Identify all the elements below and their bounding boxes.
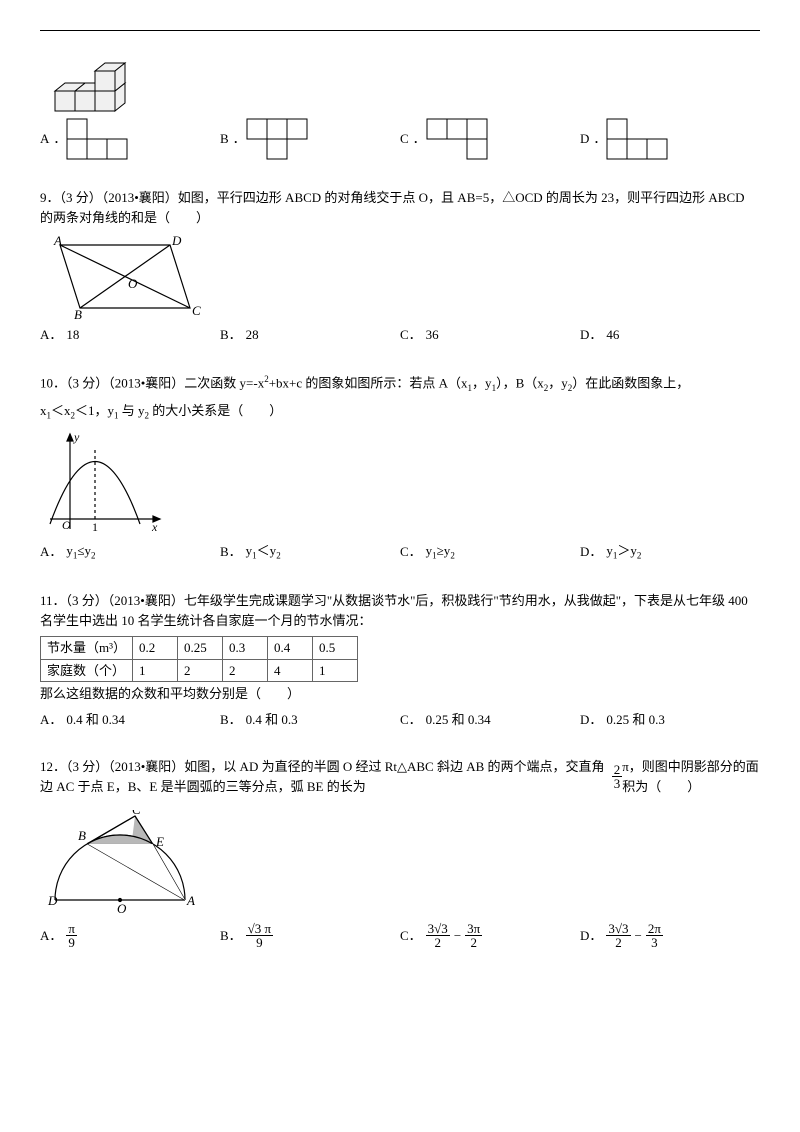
q12-text: 12．（3 分）（2013•襄阳）如图，以 AD 为直径的半圆 O 经过 Rt△… — [40, 757, 760, 796]
q10-opt-b: B．y1＜y2 — [220, 541, 400, 563]
q11-opt-c: C．0.25 和 0.34 — [400, 710, 580, 730]
q9-text: 9．（3 分）（2013•襄阳）如图，平行四边形 ABCD 的对角线交于点 O，… — [40, 188, 760, 227]
question-8: A． B． C． — [40, 51, 760, 160]
svg-text:C: C — [192, 303, 201, 318]
q12-opt-d: D． 3√32 − 2π3 — [580, 922, 760, 949]
svg-text:y: y — [73, 430, 80, 444]
q9-opt-c: C．36 — [400, 325, 580, 345]
label-a: A — [40, 129, 49, 149]
q8-solid-figure — [40, 51, 760, 116]
q9-opt-a: A．18 — [40, 325, 220, 345]
q11-table: 节水量（m³） 0.2 0.25 0.3 0.4 0.5 家庭数（个） 1 2 … — [40, 636, 358, 682]
svg-text:O: O — [117, 901, 127, 916]
q10-text2: x1＜x2＜1，y1 与 y2 的大小关系是（ ） — [40, 401, 760, 423]
q12-figure: D A B E C O — [40, 810, 760, 920]
svg-text:C: C — [132, 810, 141, 817]
q8-opt-a-figure — [66, 118, 128, 160]
q8-opt-d: D． — [580, 118, 760, 160]
q9-options: A．18 B．28 C．36 D．46 — [40, 325, 760, 345]
q11-opt-d: D．0.25 和 0.3 — [580, 710, 760, 730]
q9-figure: A D B C O — [40, 233, 760, 323]
q10-opt-a: A．y1≤y2 — [40, 541, 220, 563]
svg-text:B: B — [78, 828, 86, 843]
q9-opt-d-text: 46 — [606, 325, 619, 345]
q10-opt-d: D．y1＞y2 — [580, 541, 760, 563]
q9-opt-b-text: 28 — [246, 325, 259, 345]
table-row: 家庭数（个） 1 2 2 4 1 — [41, 659, 358, 682]
label-c: C — [400, 129, 409, 149]
svg-text:D: D — [171, 233, 182, 248]
q8-opt-c: C． — [400, 118, 580, 160]
q9-opt-b: B．28 — [220, 325, 400, 345]
svg-text:x: x — [151, 520, 158, 534]
svg-text:O: O — [128, 276, 138, 291]
q10-figure: O 1 x y — [40, 429, 760, 539]
q8-opt-a: A． — [40, 118, 220, 160]
q8-opt-c-figure — [426, 118, 488, 160]
label-d: D — [580, 129, 589, 149]
table-header-row: 节水量（m³） 0.2 0.25 0.3 0.4 0.5 — [41, 637, 358, 660]
q9-opt-c-text: 36 — [426, 325, 439, 345]
question-12: 12．（3 分）（2013•襄阳）如图，以 AD 为直径的半圆 O 经过 Rt△… — [40, 757, 760, 949]
label-b: B — [220, 129, 229, 149]
q8-opt-b-figure — [246, 118, 308, 160]
q11-options: A．0.4 和 0.34 B．0.4 和 0.3 C．0.25 和 0.34 D… — [40, 710, 760, 730]
q12-options: A． π9 B． √3 π9 C． 3√32 − 3π2 D． 3√32 − 2… — [40, 922, 760, 949]
q11-text1: 11．（3 分）（2013•襄阳）七年级学生完成课题学习"从数据谈节水"后，积极… — [40, 591, 760, 630]
svg-text:A: A — [186, 893, 195, 908]
q11-text2: 那么这组数据的众数和平均数分别是（ ） — [40, 684, 760, 704]
q9-opt-a-text: 18 — [66, 325, 79, 345]
q8-options: A． B． C． — [40, 118, 760, 160]
question-11: 11．（3 分）（2013•襄阳）七年级学生完成课题学习"从数据谈节水"后，积极… — [40, 591, 760, 729]
q12-opt-a: A． π9 — [40, 922, 220, 949]
svg-text:1: 1 — [92, 520, 98, 534]
svg-text:O: O — [62, 518, 71, 532]
question-9: 9．（3 分）（2013•襄阳）如图，平行四边形 ABCD 的对角线交于点 O，… — [40, 188, 760, 345]
svg-text:D: D — [47, 893, 58, 908]
q12-opt-b: B． √3 π9 — [220, 922, 400, 949]
question-10: 10．（3 分）（2013•襄阳）二次函数 y=-x2+bx+c 的图象如图所示… — [40, 373, 760, 564]
svg-text:E: E — [155, 834, 164, 849]
q8-opt-d-figure — [606, 118, 668, 160]
svg-text:A: A — [53, 233, 62, 248]
q10-text: 10．（3 分）（2013•襄阳）二次函数 y=-x2+bx+c 的图象如图所示… — [40, 373, 760, 395]
q12-opt-c: C． 3√32 − 3π2 — [400, 922, 580, 949]
svg-text:B: B — [74, 307, 82, 322]
q10-opt-c: C．y1≥y2 — [400, 541, 580, 563]
arc-fraction: 2 3 — [612, 763, 623, 790]
q9-opt-d: D．46 — [580, 325, 760, 345]
q11-opt-a: A．0.4 和 0.34 — [40, 710, 220, 730]
q11-opt-b: B．0.4 和 0.3 — [220, 710, 400, 730]
q10-options: A．y1≤y2 B．y1＜y2 C．y1≥y2 D．y1＞y2 — [40, 541, 760, 563]
q8-opt-b: B． — [220, 118, 400, 160]
